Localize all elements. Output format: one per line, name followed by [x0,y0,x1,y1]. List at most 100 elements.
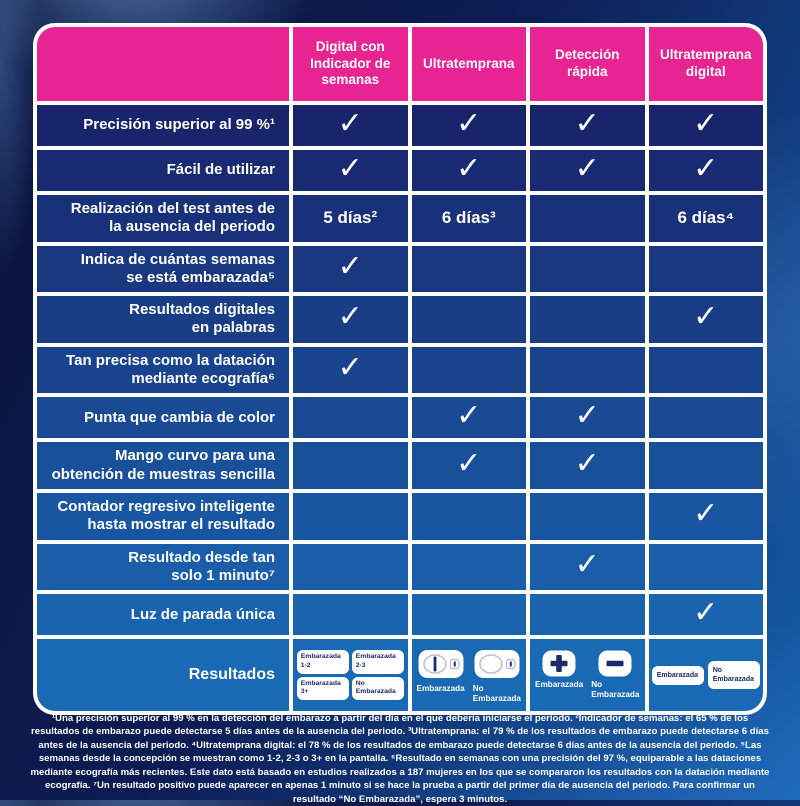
table-row: Contador regresivo inteligente hasta mos… [37,492,763,540]
checkmark-icon: ✓ [693,595,719,629]
checkmark-icon: ✓ [456,106,482,140]
checkmark-icon: ✓ [456,398,482,432]
feature-cell: ✓ [648,150,763,191]
column-header: Detección rápida [530,27,645,101]
feature-cell [293,442,408,489]
feature-cell [648,245,763,293]
feature-cell [293,594,408,636]
feature-cell: 5 días² [293,195,408,242]
table-header-row: Digital con Indicador de semanas Ultratem… [37,27,763,101]
checkmark-icon: ✓ [693,300,719,334]
result-icon-label: No Embarazada [591,680,640,700]
feature-cell [648,397,763,439]
column-header: Digital con Indicador de semanas [293,27,408,101]
checkmark-icon: ✓ [574,106,600,140]
results-cell: Embarazada No Embarazada [411,639,526,712]
feature-cell: ✓ [293,296,408,343]
feature-cell: ✓ [648,105,763,146]
feature-cell [411,492,526,540]
feature-cell: ✓ [648,594,763,636]
checkmark-icon: ✓ [693,106,719,140]
feature-cell [648,543,763,591]
feature-cell: ✓ [648,492,763,540]
feature-cell: ✓ [293,105,408,146]
feature-cell [411,245,526,293]
feature-cell [530,296,645,343]
checkmark-icon: ✓ [574,547,600,581]
results-row: Resultados Embarazada 1-2 Embarazada 2-3 Em… [37,639,763,712]
footnotes: ¹Una precisión superior al 99 % en la de… [30,713,770,805]
feature-label: Contador regresivo inteligente hasta mos… [37,492,289,540]
checkmark-icon: ✓ [456,151,482,185]
feature-label: Resultados digitales en palabras [37,296,289,343]
results-label: Resultados [37,639,289,712]
results-cell: Embarazada No Embarazada [648,639,763,712]
column-header: Ultratemprana [411,27,526,101]
feature-cell [293,397,408,439]
feature-cell [530,594,645,636]
checkmark-icon: ✓ [693,151,719,185]
feature-cell: ✓ [648,296,763,343]
comparison-table: Digital con Indicador de semanas Ultratem… [33,23,767,716]
checkmark-icon: ✓ [574,398,600,432]
feature-cell: ✓ [411,397,526,439]
minus-result-icon [591,650,639,677]
feature-cell [530,195,645,242]
feature-cell [411,346,526,394]
result-badge: Embarazada 2-3 [351,650,404,674]
feature-cell: ✓ [530,442,645,489]
table-row: Luz de parada única ✓ [37,594,763,636]
feature-cell: 6 días⁴ [648,195,763,242]
table-row: Resultados digitales en palabras ✓ ✓ [37,296,763,343]
results-cell: Embarazada 1-2 Embarazada 2-3 Embarazada 3… [293,639,408,712]
table-row: Indica de cuántas semanas se está embara… [37,245,763,293]
plus-result-icon [535,650,583,677]
feature-cell [411,543,526,591]
feature-cell [411,594,526,636]
result-badge: Embarazada [651,665,704,685]
feature-label: Precisión superior al 99 %¹ [37,105,289,146]
feature-cell: ✓ [530,397,645,439]
feature-cell [648,442,763,489]
table-row: Resultado desde tan solo 1 minuto⁷ ✓ [37,543,763,591]
negative-stick-icon [473,647,521,681]
result-badge: No Embarazada [351,676,404,701]
feature-cell [411,296,526,343]
feature-label: Tan precisa como la datación mediante ec… [37,346,289,394]
table-row: Tan precisa como la datación mediante ec… [37,346,763,394]
feature-label: Mango curvo para una obtención de muestr… [37,442,289,489]
feature-cell: ✓ [411,442,526,489]
checkmark-icon: ✓ [337,300,363,334]
result-icon-label: Embarazada [416,683,465,693]
result-badge: No Embarazada [707,661,760,690]
feature-cell: ✓ [530,150,645,191]
result-badge: Embarazada 3+ [296,676,349,701]
column-header: Ultratemprana digital [648,27,763,101]
feature-cell [293,492,408,540]
feature-cell [530,492,645,540]
feature-cell [648,346,763,394]
feature-cell: 6 días³ [411,195,526,242]
feature-cell: ✓ [411,105,526,146]
feature-cell [530,245,645,293]
feature-cell: ✓ [411,150,526,191]
checkmark-icon: ✓ [574,446,600,480]
feature-cell [530,346,645,394]
feature-cell: ✓ [293,150,408,191]
feature-cell [293,543,408,591]
feature-label: Realización del test antes de la ausenci… [37,195,289,242]
results-cell: Embarazada No Embarazada [530,639,645,712]
checkmark-icon: ✓ [456,446,482,480]
checkmark-icon: ✓ [337,106,363,140]
feature-label: Punta que cambia de color [37,397,289,439]
table-row: Fácil de utilizar ✓ ✓ ✓ ✓ [37,150,763,191]
days-value: 5 días² [323,208,378,228]
checkmark-icon: ✓ [693,497,719,531]
checkmark-icon: ✓ [337,249,363,283]
result-badge: Embarazada 1-2 [296,650,349,674]
checkmark-icon: ✓ [574,151,600,185]
days-value: 6 días³ [441,208,496,228]
result-icon-label: No Embarazada [472,683,521,703]
feature-label: Luz de parada única [37,594,289,636]
